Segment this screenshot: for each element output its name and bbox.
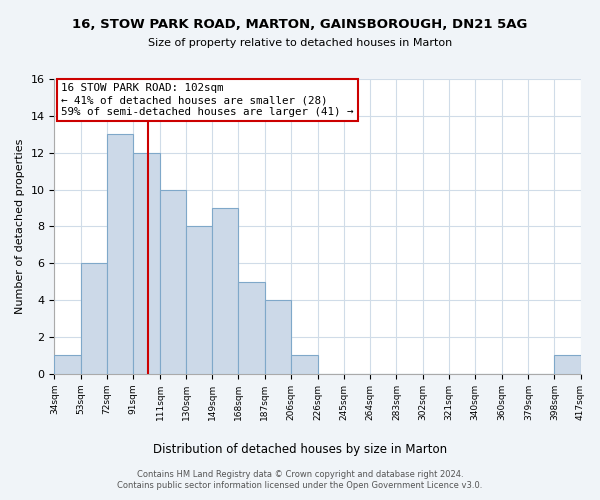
Bar	[290, 356, 318, 374]
Text: Contains public sector information licensed under the Open Government Licence v3: Contains public sector information licen…	[118, 481, 482, 490]
Bar	[160, 190, 186, 374]
Bar	[133, 152, 160, 374]
Text: Distribution of detached houses by size in Marton: Distribution of detached houses by size …	[153, 442, 447, 456]
Bar	[80, 264, 107, 374]
Bar	[212, 208, 238, 374]
Text: Size of property relative to detached houses in Marton: Size of property relative to detached ho…	[148, 38, 452, 48]
Bar	[265, 300, 290, 374]
Text: Contains HM Land Registry data © Crown copyright and database right 2024.: Contains HM Land Registry data © Crown c…	[137, 470, 463, 479]
Bar	[107, 134, 133, 374]
Y-axis label: Number of detached properties: Number of detached properties	[15, 139, 25, 314]
Text: 16, STOW PARK ROAD, MARTON, GAINSBOROUGH, DN21 5AG: 16, STOW PARK ROAD, MARTON, GAINSBOROUGH…	[73, 18, 527, 30]
Bar	[55, 356, 80, 374]
Bar	[554, 356, 581, 374]
Bar	[238, 282, 265, 374]
Text: 16 STOW PARK ROAD: 102sqm
← 41% of detached houses are smaller (28)
59% of semi-: 16 STOW PARK ROAD: 102sqm ← 41% of detac…	[61, 84, 354, 116]
Bar	[186, 226, 212, 374]
